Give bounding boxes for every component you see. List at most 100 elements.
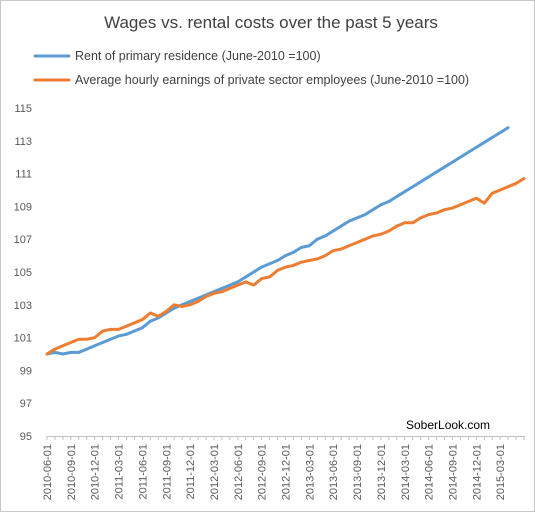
data-point-wages — [443, 208, 446, 211]
data-point-wages — [475, 196, 478, 200]
x-tick-label: 2014-09-01 — [447, 444, 459, 500]
data-point-wages — [141, 318, 144, 321]
data-point-wages — [339, 247, 343, 251]
chart-title: Wages vs. rental costs over the past 5 y… — [104, 13, 438, 32]
x-tick-label: 2011-06-01 — [137, 444, 149, 499]
x-tick-label: 2013-12-01 — [376, 444, 388, 500]
data-point-rent — [172, 306, 176, 310]
data-point-wages — [331, 249, 335, 252]
data-point-rent — [141, 326, 144, 330]
data-point-rent — [188, 300, 192, 303]
x-tick-label: 2012-12-01 — [281, 444, 293, 500]
data-point-wages — [236, 283, 240, 287]
x-tick-label: 2014-12-01 — [471, 444, 483, 500]
data-point-wages — [276, 269, 279, 272]
data-point-wages — [292, 264, 295, 267]
data-point-rent — [347, 219, 351, 223]
data-point-rent — [451, 160, 454, 164]
data-point-rent — [69, 351, 73, 354]
data-point-wages — [53, 347, 57, 351]
data-point-wages — [109, 328, 112, 331]
data-point-rent — [220, 287, 224, 290]
data-point-wages — [435, 211, 438, 215]
series-line-rent — [45, 126, 510, 356]
series-wages — [45, 177, 526, 356]
data-point-wages — [506, 185, 510, 189]
data-point-rent — [101, 341, 104, 344]
data-point-wages — [451, 206, 454, 210]
x-tick-label: 2012-03-01 — [209, 444, 221, 500]
x-tick-label: 2011-09-01 — [161, 444, 173, 499]
data-point-rent — [276, 259, 279, 262]
y-tick-label: 107 — [14, 234, 32, 246]
data-point-rent — [316, 237, 319, 241]
data-point-wages — [220, 290, 224, 293]
data-point-rent — [133, 329, 136, 333]
data-point-wages — [371, 234, 375, 238]
data-point-rent — [379, 203, 383, 207]
data-point-rent — [363, 213, 367, 216]
data-point-wages — [228, 287, 232, 290]
y-tick-label: 111 — [15, 169, 32, 181]
data-point-rent — [308, 244, 311, 248]
x-tick-label: 2014-03-01 — [400, 444, 412, 500]
data-point-wages — [403, 221, 407, 225]
data-point-rent — [77, 351, 81, 354]
data-point-rent — [411, 185, 415, 189]
y-tick-label: 109 — [14, 201, 32, 213]
data-point-rent — [427, 175, 430, 179]
data-point-wages — [347, 244, 351, 248]
series-rent — [45, 126, 510, 356]
data-point-wages — [164, 310, 168, 313]
x-tick-label: 2013-09-01 — [352, 444, 364, 500]
y-tick-label: 95 — [20, 431, 32, 443]
data-point-wages — [77, 337, 81, 341]
data-point-rent — [236, 280, 240, 284]
legend: Rent of primary residence (June-2010 =10… — [33, 49, 469, 87]
data-point-rent — [475, 146, 478, 149]
x-tick-label: 2013-03-01 — [304, 444, 316, 500]
data-point-rent — [196, 296, 200, 300]
data-point-rent — [419, 180, 422, 184]
data-point-rent — [125, 333, 128, 336]
x-tick-label: 2012-06-01 — [233, 444, 245, 500]
data-point-rent — [435, 170, 438, 174]
data-point-rent — [53, 351, 57, 354]
y-tick-label: 103 — [14, 300, 32, 312]
data-point-rent — [93, 344, 96, 348]
y-tick-label: 101 — [14, 333, 32, 345]
y-tick-label: 115 — [14, 103, 32, 115]
data-point-rent — [339, 224, 343, 228]
y-tick-label: 105 — [14, 267, 32, 279]
legend-label-rent: Rent of primary residence (June-2010 =10… — [75, 49, 321, 63]
data-point-wages — [427, 213, 430, 216]
data-point-wages — [93, 336, 96, 339]
data-point-wages — [125, 324, 128, 328]
x-tick-label: 2012-09-01 — [257, 444, 269, 500]
data-point-rent — [268, 262, 271, 266]
data-point-wages — [133, 321, 136, 325]
data-point-wages — [268, 275, 271, 279]
data-point-rent — [395, 195, 399, 198]
x-axis: 2010-06-01 2010-09-01 2010-12-01 2011-03-01… — [42, 436, 525, 500]
data-point-rent — [252, 270, 255, 274]
y-axis: 95 97 99 101 103 105 107 109 111 113 115 — [14, 103, 32, 443]
data-point-rent — [260, 265, 263, 269]
data-point-wages — [522, 177, 526, 180]
x-tick-label: 2010-06-01 — [42, 444, 54, 500]
data-point-wages — [45, 352, 49, 356]
data-point-wages — [387, 229, 391, 233]
data-point-rent — [284, 254, 287, 257]
data-point-wages — [459, 203, 462, 207]
data-point-rent — [498, 131, 502, 134]
data-point-wages — [395, 224, 399, 228]
data-point-wages — [212, 292, 216, 295]
data-point-wages — [101, 329, 104, 333]
data-point-wages — [482, 201, 486, 205]
data-point-wages — [69, 341, 73, 344]
data-point-wages — [363, 237, 367, 241]
data-point-rent — [371, 208, 375, 211]
data-point-wages — [252, 283, 255, 287]
y-tick-label: 99 — [20, 365, 32, 377]
data-point-wages — [85, 337, 89, 341]
